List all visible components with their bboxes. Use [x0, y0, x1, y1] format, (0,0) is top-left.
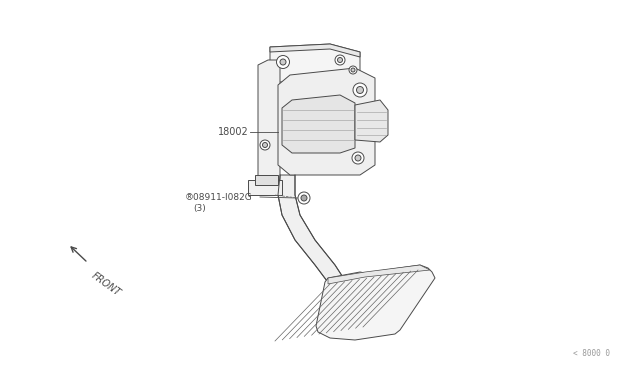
Text: < 8000 0: < 8000 0	[573, 349, 610, 358]
Polygon shape	[282, 95, 355, 153]
Circle shape	[362, 112, 368, 118]
Text: (3): (3)	[193, 203, 205, 212]
Circle shape	[352, 152, 364, 164]
Polygon shape	[278, 68, 375, 175]
Circle shape	[349, 66, 357, 74]
Circle shape	[353, 83, 367, 97]
Polygon shape	[278, 175, 348, 285]
Circle shape	[260, 140, 270, 150]
Polygon shape	[255, 175, 278, 185]
Circle shape	[337, 58, 342, 62]
Polygon shape	[248, 180, 282, 195]
Polygon shape	[270, 44, 360, 57]
Circle shape	[359, 109, 371, 121]
Polygon shape	[355, 100, 388, 142]
Circle shape	[301, 195, 307, 201]
Circle shape	[298, 192, 310, 204]
Circle shape	[351, 68, 355, 72]
Circle shape	[335, 55, 345, 65]
Text: 18002: 18002	[218, 127, 249, 137]
Circle shape	[262, 142, 268, 148]
Polygon shape	[316, 265, 435, 340]
Circle shape	[276, 55, 289, 68]
Text: FRONT: FRONT	[90, 271, 123, 299]
Circle shape	[280, 59, 286, 65]
Circle shape	[356, 87, 364, 93]
Polygon shape	[270, 44, 360, 82]
Polygon shape	[328, 265, 430, 284]
Circle shape	[355, 155, 361, 161]
Text: ®08911-I082G: ®08911-I082G	[185, 192, 253, 202]
Polygon shape	[258, 60, 280, 188]
